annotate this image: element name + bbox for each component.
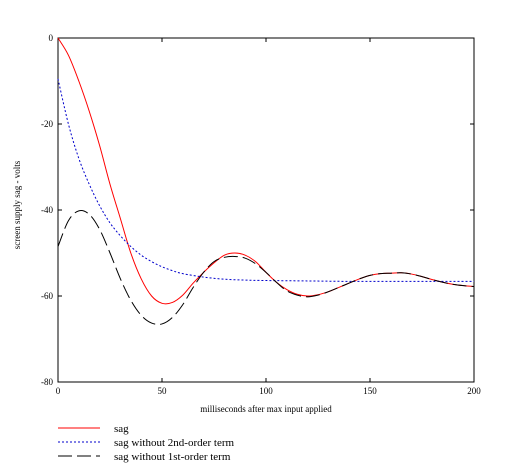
plot-frame (57, 37, 475, 383)
legend-label-sag-without-1st-order-term: sag without 1st-order term (114, 451, 231, 463)
x-tick-label: 0 (56, 386, 61, 396)
series-line-sag-without-2nd-order-term (57, 78, 474, 282)
series-line-sag (57, 37, 475, 305)
x-tick-label: 100 (259, 386, 273, 396)
y-tick-label: -40 (41, 205, 53, 215)
axis-tick-labels: 0 50 100 150 200 0 -20 -40 -60 -80 (41, 33, 481, 396)
legend: sag sag without 2nd-order term sag without… (58, 423, 234, 463)
x-axis-label: milliseconds after max input applied (200, 404, 332, 414)
y-axis-label: screen supply sag - volts (12, 160, 22, 249)
y-tick-label: -20 (41, 119, 53, 129)
x-tick-label: 200 (467, 386, 481, 396)
legend-label-sag-without-2nd-order-term: sag without 2nd-order term (114, 437, 234, 449)
series-lines (57, 37, 475, 325)
y-tick-label: 0 (49, 33, 54, 43)
y-tick-label: -80 (41, 377, 53, 387)
x-tick-label: 150 (363, 386, 377, 396)
x-tick-label: 50 (158, 386, 168, 396)
axis-ticks (57, 37, 475, 383)
series-line-sag-without-1st-order-term (57, 210, 475, 325)
y-tick-label: -60 (41, 291, 53, 301)
legend-label-sag: sag (114, 423, 129, 435)
